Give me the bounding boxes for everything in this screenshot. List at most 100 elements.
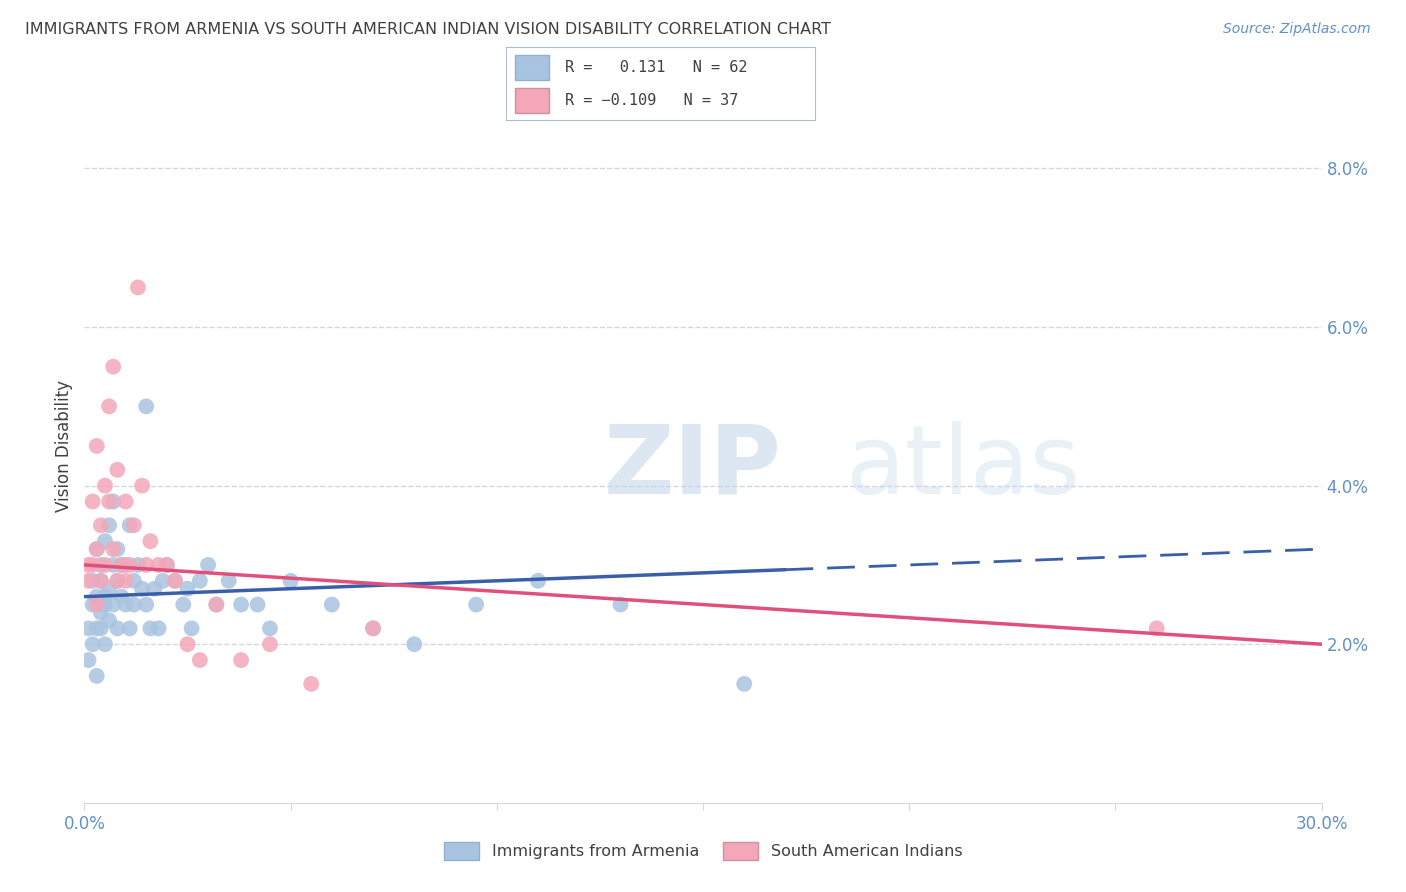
Point [103, 558, 125, 572]
Point [609, 598, 631, 612]
Point [82, 574, 104, 588]
Point [110, 558, 132, 572]
Point [361, 621, 384, 635]
Point [77, 574, 100, 588]
Point [94, 637, 117, 651]
Point [1146, 621, 1168, 635]
Point [94, 598, 117, 612]
Point [135, 400, 157, 414]
Point [139, 534, 162, 549]
Point [172, 598, 194, 612]
Text: R =   0.131   N = 62: R = 0.131 N = 62 [565, 60, 748, 75]
Point [122, 598, 145, 612]
Point [77, 653, 100, 667]
Point [361, 621, 384, 635]
Legend: Immigrants from Armenia, South American Indians: Immigrants from Armenia, South American … [437, 836, 969, 866]
Point [148, 558, 170, 572]
Point [156, 558, 179, 572]
Point [197, 558, 219, 572]
Point [135, 558, 157, 572]
Point [94, 558, 117, 572]
Point [188, 574, 211, 588]
Point [77, 621, 100, 635]
Text: Source: ZipAtlas.com: Source: ZipAtlas.com [1223, 22, 1371, 37]
Point [90, 621, 112, 635]
Point [86, 542, 108, 557]
Point [259, 637, 281, 651]
Point [90, 558, 112, 572]
Point [105, 542, 128, 557]
Point [156, 558, 179, 572]
Point [131, 582, 153, 596]
Y-axis label: Vision Disability: Vision Disability [55, 380, 73, 512]
Point [188, 653, 211, 667]
Point [176, 582, 198, 596]
Point [127, 280, 149, 294]
Point [94, 478, 117, 492]
Text: IMMIGRANTS FROM ARMENIA VS SOUTH AMERICAN INDIAN VISION DISABILITY CORRELATION C: IMMIGRANTS FROM ARMENIA VS SOUTH AMERICA… [25, 22, 831, 37]
Text: ZIP: ZIP [605, 421, 782, 514]
Point [176, 637, 198, 651]
Point [90, 518, 112, 533]
Point [105, 574, 128, 588]
Point [98, 614, 121, 628]
Bar [516, 87, 550, 113]
Point [90, 606, 112, 620]
Point [152, 574, 174, 588]
Point [86, 590, 108, 604]
Point [118, 518, 141, 533]
Point [105, 463, 128, 477]
Point [465, 598, 488, 612]
Point [103, 359, 125, 374]
Point [86, 439, 108, 453]
Point [148, 621, 170, 635]
Point [135, 598, 157, 612]
Point [131, 478, 153, 492]
Text: R = −0.109   N = 37: R = −0.109 N = 37 [565, 93, 738, 108]
Point [404, 637, 426, 651]
Point [86, 669, 108, 683]
Point [98, 494, 121, 508]
Point [98, 518, 121, 533]
Point [122, 574, 145, 588]
Point [205, 598, 228, 612]
Point [90, 574, 112, 588]
Point [82, 558, 104, 572]
Point [527, 574, 550, 588]
Text: atlas: atlas [845, 421, 1080, 514]
Point [86, 598, 108, 612]
Point [299, 677, 322, 691]
Point [733, 677, 755, 691]
Point [280, 574, 302, 588]
Point [98, 582, 121, 596]
Point [118, 558, 141, 572]
Point [94, 590, 117, 604]
Point [77, 558, 100, 572]
Point [205, 598, 228, 612]
Point [110, 590, 132, 604]
Point [90, 574, 112, 588]
Point [114, 574, 136, 588]
Point [246, 598, 269, 612]
Point [103, 494, 125, 508]
Point [82, 494, 104, 508]
Point [229, 598, 252, 612]
Point [127, 558, 149, 572]
Point [180, 621, 202, 635]
Point [114, 494, 136, 508]
Point [103, 598, 125, 612]
Point [218, 574, 240, 588]
Point [105, 574, 128, 588]
Point [82, 637, 104, 651]
Bar [516, 54, 550, 80]
Point [321, 598, 343, 612]
Point [259, 621, 281, 635]
Point [229, 653, 252, 667]
Point [143, 582, 166, 596]
Point [114, 598, 136, 612]
Point [98, 400, 121, 414]
Point [114, 558, 136, 572]
Point [103, 542, 125, 557]
Point [94, 534, 117, 549]
Point [110, 558, 132, 572]
